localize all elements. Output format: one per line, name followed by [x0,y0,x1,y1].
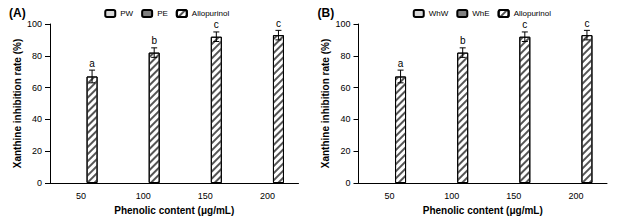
svg-text:Phenolic content (μg/mL): Phenolic content (μg/mL) [114,205,234,216]
svg-text:100: 100 [444,191,459,201]
svg-text:0: 0 [345,178,350,188]
svg-text:100: 100 [136,191,151,201]
svg-text:150: 150 [506,191,521,201]
svg-text:0: 0 [37,178,42,188]
svg-text:Xanthine inhibition rate (%): Xanthine inhibition rate (%) [320,39,331,168]
svg-text:20: 20 [32,146,42,156]
svg-text:Allopurinol: Allopurinol [514,9,552,18]
svg-text:Allopurinol: Allopurinol [192,9,230,18]
svg-text:Xanthine inhibition rate (%): Xanthine inhibition rate (%) [12,39,23,168]
svg-text:PE: PE [157,9,168,18]
svg-text:200: 200 [568,191,583,201]
svg-text:40: 40 [32,114,42,124]
svg-text:b: b [460,35,466,46]
svg-text:40: 40 [340,114,350,124]
svg-text:c: c [214,19,219,30]
svg-text:20: 20 [340,146,350,156]
svg-text:60: 60 [32,83,42,93]
svg-text:c: c [584,18,589,29]
svg-text:(B): (B) [318,6,335,20]
svg-text:50: 50 [76,191,86,201]
svg-text:(A): (A) [9,6,26,20]
svg-text:150: 150 [198,191,213,201]
svg-text:80: 80 [32,51,42,61]
svg-text:80: 80 [340,51,350,61]
svg-text:50: 50 [385,191,395,201]
svg-text:Phenolic content (μg/mL): Phenolic content (μg/mL) [423,205,543,216]
svg-text:100: 100 [27,19,42,29]
svg-text:WhW: WhW [429,9,449,18]
svg-text:PW: PW [120,9,133,18]
svg-text:60: 60 [340,83,350,93]
svg-text:c: c [276,18,281,29]
svg-text:a: a [89,58,95,69]
svg-text:WhE: WhE [472,9,489,18]
svg-text:100: 100 [335,19,350,29]
svg-text:c: c [522,19,527,30]
svg-text:b: b [151,35,157,46]
svg-text:200: 200 [260,191,275,201]
svg-text:a: a [398,58,404,69]
